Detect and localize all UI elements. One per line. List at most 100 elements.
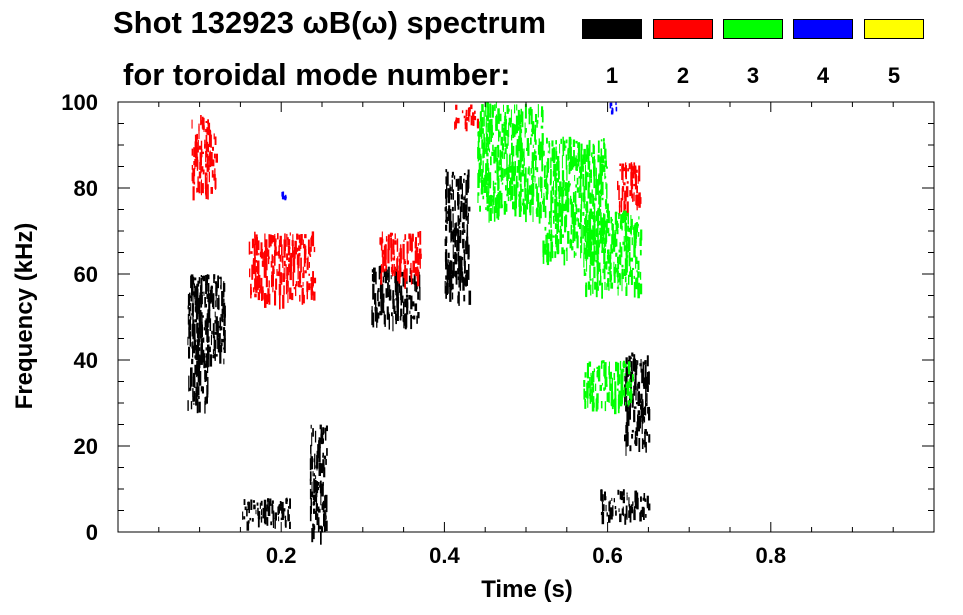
spectrum-mark [550, 203, 553, 213]
spectrum-mark [404, 268, 407, 277]
spectrum-mark [528, 138, 529, 144]
spectrum-mark [313, 494, 317, 502]
spectrum-mark [284, 520, 287, 528]
spectrum-mark [567, 232, 570, 240]
spectrum-mark [418, 248, 422, 254]
spectrum-mark [506, 170, 509, 181]
spectrum-mark [508, 108, 510, 112]
spectrum-mark [587, 155, 590, 170]
spectrum-mark [288, 257, 291, 262]
spectrum-mark [631, 185, 633, 199]
spectrum-mark [497, 192, 499, 199]
spectrum-mark [634, 165, 637, 181]
spectrum-mark [627, 411, 630, 426]
spectrum-mark [596, 216, 599, 222]
spectrum-mark [522, 198, 525, 205]
spectrum-mark [257, 517, 260, 528]
spectrum-mark [627, 432, 629, 446]
spectrum-mark [279, 295, 281, 310]
spectrum-mark [210, 187, 213, 194]
spectrum-mark [477, 193, 479, 203]
spectrum-mark [605, 384, 608, 387]
y-tick-label: 100 [61, 90, 98, 115]
legend-label-mode-4: 4 [816, 63, 830, 88]
spectrum-mark [583, 185, 585, 197]
spectrum-mark [223, 302, 226, 318]
spectrum-mark [454, 240, 456, 248]
spectrum-mark [583, 252, 585, 268]
spectrum-mark [631, 374, 634, 382]
spectrum-mark [260, 242, 263, 252]
spectrum-mark [389, 284, 391, 295]
spectrum-mark [393, 308, 395, 312]
spectrum-mark [527, 143, 530, 156]
spectrum-mark [205, 275, 208, 286]
spectrum-mark [193, 391, 196, 402]
spectrum-mark [644, 406, 646, 415]
spectrum-mark [506, 130, 509, 137]
spectrum-mark [193, 291, 195, 296]
spectrum-mark [504, 137, 507, 147]
spectrum-mark [599, 195, 602, 207]
spectrum-mark [589, 169, 592, 179]
spectrum-mark [519, 172, 522, 176]
spectrum-mark [486, 152, 489, 157]
spectrum-mark [517, 109, 520, 126]
spectrum-mark [645, 402, 648, 407]
spectrum-mark [635, 366, 638, 376]
spectrum-mark [401, 271, 404, 277]
spectrum-mark [190, 275, 193, 289]
spectrum-mark [199, 152, 202, 166]
spectrum-mark [302, 239, 304, 245]
spectrum-mark [555, 151, 558, 160]
spectrum-mark [325, 425, 328, 432]
spectrum-mark [503, 168, 505, 178]
spectrum-mark [575, 184, 578, 188]
spectrum-mark [600, 360, 603, 369]
spectrum-mark [448, 266, 451, 272]
spectrum-mark [554, 168, 557, 182]
spectrum-mark [486, 163, 489, 171]
spectrum-mark [244, 506, 247, 511]
spectrum-mark [295, 281, 298, 287]
spectrum-mark [283, 246, 286, 254]
spectrum-mark [635, 440, 638, 446]
spectrum-mark [641, 419, 643, 434]
spectrum-mark [409, 235, 412, 251]
spectrum-mark [474, 110, 476, 114]
spectrum-mark [196, 133, 198, 140]
spectrum-mark [531, 121, 535, 135]
spectrum-mark [580, 165, 582, 175]
spectrum-mark [596, 270, 599, 282]
spectrum-mark [594, 281, 597, 290]
spectrum-mark [540, 125, 544, 129]
spectrum-mark [588, 142, 590, 156]
spectrum-mark [561, 204, 564, 214]
spectrum-mark [198, 381, 200, 395]
y-tick-label: 0 [86, 520, 98, 545]
spectrum-mark [625, 216, 627, 221]
spectrum-mark [507, 187, 510, 194]
spectrum-mark [300, 234, 303, 241]
spectrum-mark [578, 153, 581, 162]
spectrum-mark [205, 353, 207, 358]
spectrum-mark [503, 121, 506, 127]
spectrum-mark [215, 316, 218, 332]
spectrum-mark [504, 148, 507, 155]
spectrum-mark [254, 237, 256, 245]
spectrum-mark [607, 278, 610, 287]
spectrum-mark [253, 267, 256, 271]
spectrum-mark [266, 517, 269, 526]
spectrum-mark [200, 120, 203, 124]
spectrum-mark [625, 260, 628, 273]
spectrum-mark [601, 197, 604, 201]
spectrum-mark [547, 167, 549, 173]
spectrum-mark [194, 343, 197, 350]
spectrum-mark [207, 358, 209, 373]
spectrum-mark [286, 273, 289, 287]
spectrum-mark [205, 303, 207, 308]
spectrum-mark [397, 270, 400, 282]
spectrum-mark [459, 218, 461, 225]
spectrum-mark [199, 320, 202, 333]
spectrum-mark [519, 124, 522, 139]
